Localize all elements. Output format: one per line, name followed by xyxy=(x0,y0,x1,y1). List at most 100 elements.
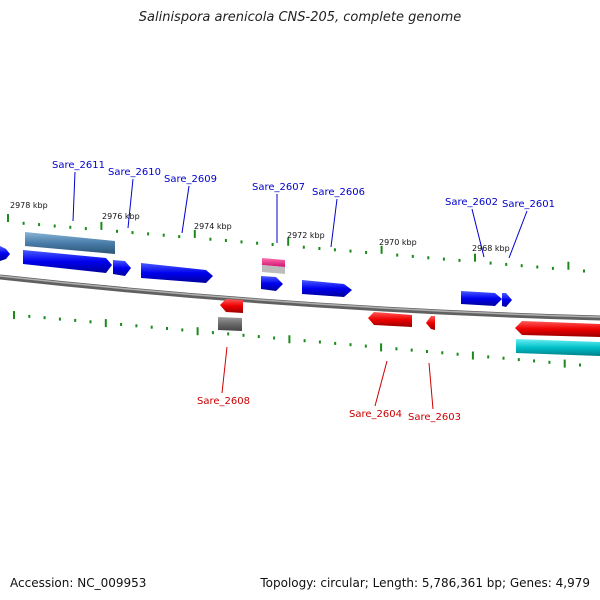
reverse-gene-labels: Sare_2608 Sare_2604 Sare_2603 xyxy=(197,346,461,423)
minor-tick xyxy=(533,359,536,363)
upper-ruler-ticks xyxy=(7,214,585,273)
minor-tick xyxy=(150,325,153,329)
minor-tick xyxy=(242,333,245,337)
minor-tick xyxy=(303,339,306,343)
minor-tick xyxy=(273,336,276,340)
minor-tick xyxy=(426,350,428,353)
genome-title: Salinispora arenicola CNS-205, complete … xyxy=(138,10,462,25)
major-tick xyxy=(100,221,103,230)
label-leader xyxy=(374,360,388,407)
minor-tick xyxy=(271,243,274,246)
genome-backbone xyxy=(0,274,600,321)
major-tick xyxy=(474,253,476,262)
gene-sare-2607-b xyxy=(262,265,285,274)
major-tick xyxy=(7,214,9,222)
reverse-strand-features xyxy=(218,299,600,356)
minor-tick xyxy=(58,317,61,321)
minor-tick xyxy=(131,231,134,235)
minor-tick xyxy=(240,240,243,244)
gene-arrow xyxy=(516,339,600,356)
gene-label-sare-2611: Sare_2611 xyxy=(52,160,105,171)
minor-tick xyxy=(318,247,321,250)
minor-tick xyxy=(536,265,539,269)
minor-tick xyxy=(224,239,227,242)
accession-text: Accession: NC_009953 xyxy=(10,576,147,590)
gene-sare-2601 xyxy=(502,293,512,307)
tick-label-2972: 2972 kbp xyxy=(287,231,325,240)
label-leader xyxy=(330,198,338,248)
minor-tick xyxy=(502,356,505,360)
minor-tick xyxy=(427,256,430,260)
major-tick xyxy=(563,359,566,368)
minor-tick xyxy=(181,328,184,332)
minor-tick xyxy=(489,261,492,265)
tick-label-2970: 2970 kbp xyxy=(379,238,417,247)
minor-tick xyxy=(551,266,554,270)
minor-tick xyxy=(116,229,118,233)
tick-label-2976: 2976 kbp xyxy=(102,212,140,221)
gene-label-sare-2603: Sare_2603 xyxy=(408,412,461,423)
minor-tick xyxy=(583,269,585,273)
minor-tick xyxy=(162,233,165,237)
minor-tick xyxy=(333,248,336,252)
gene-label-sare-2609: Sare_2609 xyxy=(164,174,217,185)
minor-tick xyxy=(334,341,337,345)
minor-tick xyxy=(456,352,459,356)
minor-tick xyxy=(256,241,259,245)
gene-arrow xyxy=(0,246,10,261)
tick-label-2968: 2968 kbp xyxy=(472,244,510,253)
minor-tick xyxy=(209,237,212,241)
tick-label-2978: 2978 kbp xyxy=(10,201,48,210)
label-leader xyxy=(72,171,76,222)
minor-tick xyxy=(147,232,150,236)
minor-tick xyxy=(505,262,508,266)
minor-tick xyxy=(395,347,398,351)
minor-tick xyxy=(349,343,352,347)
gene-sare-2602 xyxy=(461,291,502,306)
label-leader xyxy=(471,208,485,258)
minor-tick xyxy=(487,355,490,359)
gene-label-sare-2602: Sare_2602 xyxy=(445,197,498,208)
minor-tick xyxy=(28,314,31,318)
minor-tick xyxy=(89,320,92,324)
gene-arrow xyxy=(261,276,283,291)
gene-label-sare-2606: Sare_2606 xyxy=(312,187,365,198)
minor-tick xyxy=(257,335,260,339)
major-tick xyxy=(104,319,107,328)
minor-tick xyxy=(411,254,414,258)
gene-label-sare-2608: Sare_2608 xyxy=(197,396,250,407)
gene-sare-2608-b xyxy=(218,317,242,331)
major-tick xyxy=(288,335,291,344)
minor-tick xyxy=(84,227,87,231)
gene-arrow xyxy=(23,250,112,273)
gene-label-sare-2604: Sare_2604 xyxy=(349,409,402,420)
minor-tick xyxy=(74,318,77,322)
label-leader xyxy=(127,178,134,229)
minor-tick xyxy=(442,257,445,261)
major-tick xyxy=(193,229,196,238)
gene-sare-2609 xyxy=(141,263,213,283)
major-tick xyxy=(196,327,199,336)
label-leader xyxy=(508,210,528,259)
major-tick xyxy=(471,351,474,360)
gene-sare-2611 xyxy=(25,232,115,254)
minor-tick xyxy=(365,251,368,254)
minor-tick xyxy=(441,351,444,355)
minor-tick xyxy=(38,223,41,227)
minor-tick xyxy=(517,358,520,362)
minor-tick xyxy=(396,253,399,257)
gene-sare-2603 xyxy=(426,316,435,330)
minor-tick xyxy=(302,245,305,249)
gene-sare-2608 xyxy=(220,299,243,313)
minor-tick xyxy=(579,363,581,367)
major-tick xyxy=(287,237,290,246)
minor-tick xyxy=(178,235,181,239)
minor-tick xyxy=(548,360,551,364)
minor-tick xyxy=(318,340,321,344)
genome-backbone-highlight xyxy=(0,275,600,318)
label-leader xyxy=(428,362,434,410)
gene-label-sare-2607: Sare_2607 xyxy=(252,182,305,193)
minor-tick xyxy=(53,224,56,228)
minor-tick xyxy=(166,327,168,330)
